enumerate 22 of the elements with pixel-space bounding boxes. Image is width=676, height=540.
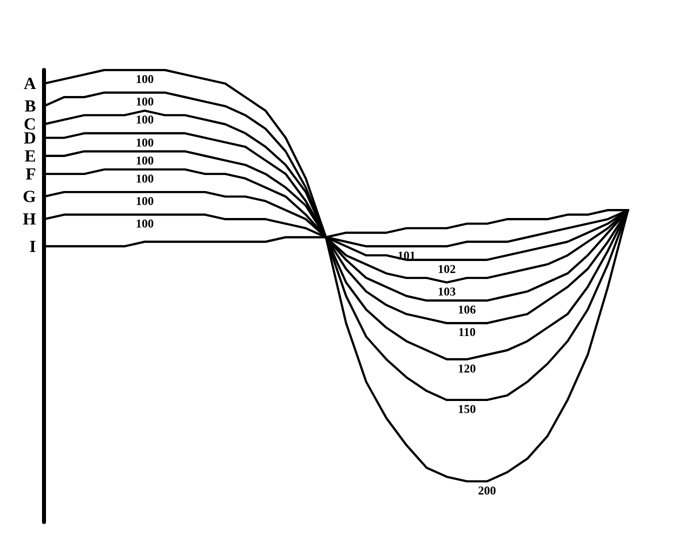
annotation: 110 bbox=[458, 325, 476, 340]
annotation: 120 bbox=[458, 361, 476, 376]
series-label: A bbox=[24, 74, 37, 94]
annotation: 103 bbox=[438, 284, 456, 298]
annotation: 100 bbox=[136, 94, 154, 109]
annotation: 100 bbox=[136, 153, 154, 168]
annotation: 100 bbox=[136, 112, 154, 127]
annotation: 100 bbox=[136, 171, 154, 186]
series-label: B bbox=[24, 96, 36, 116]
annotation: 200 bbox=[478, 483, 496, 498]
annotation: 100 bbox=[136, 216, 154, 231]
annotation: 100 bbox=[136, 135, 154, 150]
series-label: E bbox=[24, 146, 36, 166]
series-label: H bbox=[22, 210, 36, 229]
annotation: 100 bbox=[136, 72, 154, 86]
annotation: 100 bbox=[136, 194, 154, 208]
series-label: I bbox=[29, 236, 36, 256]
series-label: G bbox=[22, 187, 36, 206]
annotation: 106 bbox=[458, 302, 476, 317]
annotation: 102 bbox=[438, 262, 456, 276]
annotation: 150 bbox=[458, 402, 476, 416]
series-label: F bbox=[26, 164, 36, 184]
